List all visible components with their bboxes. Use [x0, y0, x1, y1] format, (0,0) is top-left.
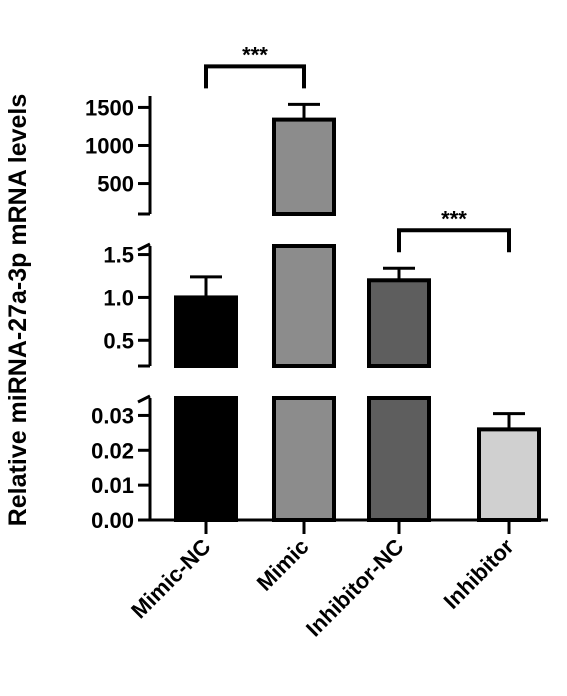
y-axis-label: Relative miRNA-27a-3p mRNA levels	[4, 94, 32, 527]
significance-bracket	[204, 64, 306, 89]
y-tick-label: 500	[97, 172, 134, 197]
significance-label: ***	[441, 206, 467, 231]
y-tick-label: 1.0	[103, 285, 134, 310]
y-tick-label: 1500	[85, 95, 134, 120]
bar	[477, 427, 541, 522]
y-tick-label: 1.5	[103, 243, 134, 268]
y-tick-label: 0.02	[91, 438, 134, 463]
y-tick-label: 1000	[85, 133, 134, 158]
x-tick-label: Mimic-NC	[126, 534, 215, 623]
y-axis: 0.00 0.01 0.02 0.03 0.5 1.0 1.5 500 1000 1500	[85, 95, 548, 534]
x-tick-label: Inhibitor-NC	[301, 534, 409, 642]
significance-brackets: *** ***	[204, 42, 511, 253]
bar	[272, 117, 336, 216]
bar	[367, 278, 431, 368]
y-tick-label: 0.5	[103, 328, 134, 353]
x-tick-label: Inhibitor	[439, 534, 519, 614]
bar	[272, 244, 336, 368]
significance-label: ***	[242, 42, 268, 67]
y-tick-label: 0.00	[91, 508, 134, 533]
significance-bracket	[397, 228, 511, 253]
bar	[174, 396, 238, 522]
y-tick-label: 0.01	[91, 473, 134, 498]
bar	[272, 396, 336, 522]
x-tick-label: Mimic	[252, 534, 314, 596]
bars	[174, 102, 541, 522]
bar	[367, 396, 431, 522]
axis-break-mark	[137, 394, 151, 404]
y-tick-label: 0.03	[91, 403, 134, 428]
axis-break-mark	[137, 242, 151, 252]
bar	[174, 295, 238, 368]
